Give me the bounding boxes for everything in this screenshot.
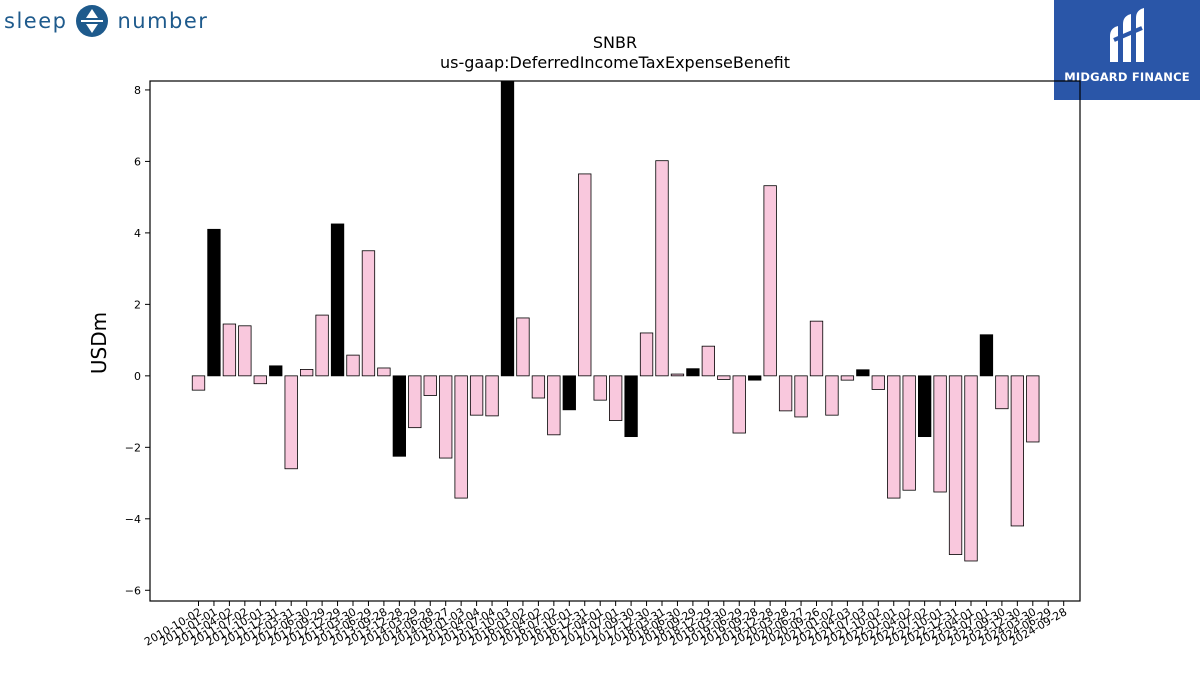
bar	[547, 375, 561, 436]
y-axis-label: USDm	[87, 312, 111, 374]
bar	[485, 375, 499, 417]
bar	[918, 375, 932, 438]
bar	[686, 368, 700, 377]
bar	[562, 375, 576, 411]
bar	[701, 345, 715, 377]
bar	[856, 369, 870, 377]
bar	[902, 375, 916, 491]
bar	[609, 375, 623, 421]
bar	[1026, 375, 1040, 443]
bar	[222, 323, 237, 377]
bar	[825, 375, 839, 416]
logo-word-sleep: sleep	[4, 9, 68, 33]
chart-title: SNBR	[593, 33, 637, 52]
bar	[763, 185, 777, 377]
bar	[269, 365, 283, 377]
bar	[207, 228, 221, 377]
bar	[500, 80, 515, 377]
y-tick-label: −4	[125, 513, 141, 526]
y-axis-ticks: −6 −4 −2 0 2 4 6 8	[125, 84, 150, 597]
bar	[732, 375, 746, 434]
bar	[439, 375, 453, 459]
bar	[593, 375, 607, 401]
bar	[717, 375, 731, 380]
bar	[238, 325, 252, 377]
bar	[639, 332, 654, 377]
bar	[253, 375, 267, 385]
midgard-emblem-icon	[1110, 8, 1144, 62]
bar	[423, 375, 437, 396]
bar	[964, 375, 978, 562]
y-tick-label: −2	[125, 441, 141, 454]
bar	[346, 354, 360, 377]
bar	[670, 373, 685, 377]
bar	[948, 375, 963, 555]
bar	[840, 375, 855, 381]
plot-frame	[149, 80, 1081, 602]
bar	[1010, 375, 1024, 527]
bar	[887, 375, 901, 499]
bar	[979, 334, 994, 377]
y-tick-label: 2	[134, 298, 141, 311]
bar-series	[191, 80, 1040, 562]
bar	[361, 250, 376, 377]
midgard-finance-logo: MIDGARD FINANCE	[1054, 0, 1200, 100]
bar	[469, 375, 484, 416]
bar	[454, 375, 468, 499]
bar	[624, 375, 638, 438]
bar	[794, 375, 808, 418]
bar	[871, 375, 885, 390]
bar	[315, 314, 329, 377]
y-tick-label: 4	[134, 227, 141, 240]
y-tick-label: 8	[134, 84, 141, 97]
bar	[578, 173, 592, 377]
x-axis-ticks: 2010-10-022011-01-012011-04-022011-07-02…	[142, 601, 1069, 649]
bar	[995, 375, 1009, 410]
sleep-number-logo: sleep number	[4, 2, 208, 40]
bar	[809, 320, 824, 377]
bar	[284, 375, 298, 470]
bar	[392, 375, 407, 457]
bar	[778, 375, 793, 412]
bar	[377, 367, 391, 377]
y-tick-label: −6	[125, 584, 141, 597]
sleep-number-mark-icon	[76, 5, 109, 37]
brand-name: MIDGARD FINANCE	[1064, 70, 1190, 84]
logo-word-number: number	[117, 9, 209, 33]
bar	[933, 375, 947, 493]
bar	[655, 160, 669, 377]
bar	[191, 375, 206, 391]
bar	[299, 369, 314, 377]
bar	[748, 375, 762, 381]
bar	[531, 375, 546, 399]
bar	[330, 223, 345, 377]
y-tick-label: 0	[134, 370, 141, 383]
y-tick-label: 6	[134, 155, 141, 168]
bar	[516, 317, 530, 377]
bar	[408, 375, 422, 429]
chart-subtitle: us-gaap:DeferredIncomeTaxExpenseBenefit	[440, 53, 790, 72]
